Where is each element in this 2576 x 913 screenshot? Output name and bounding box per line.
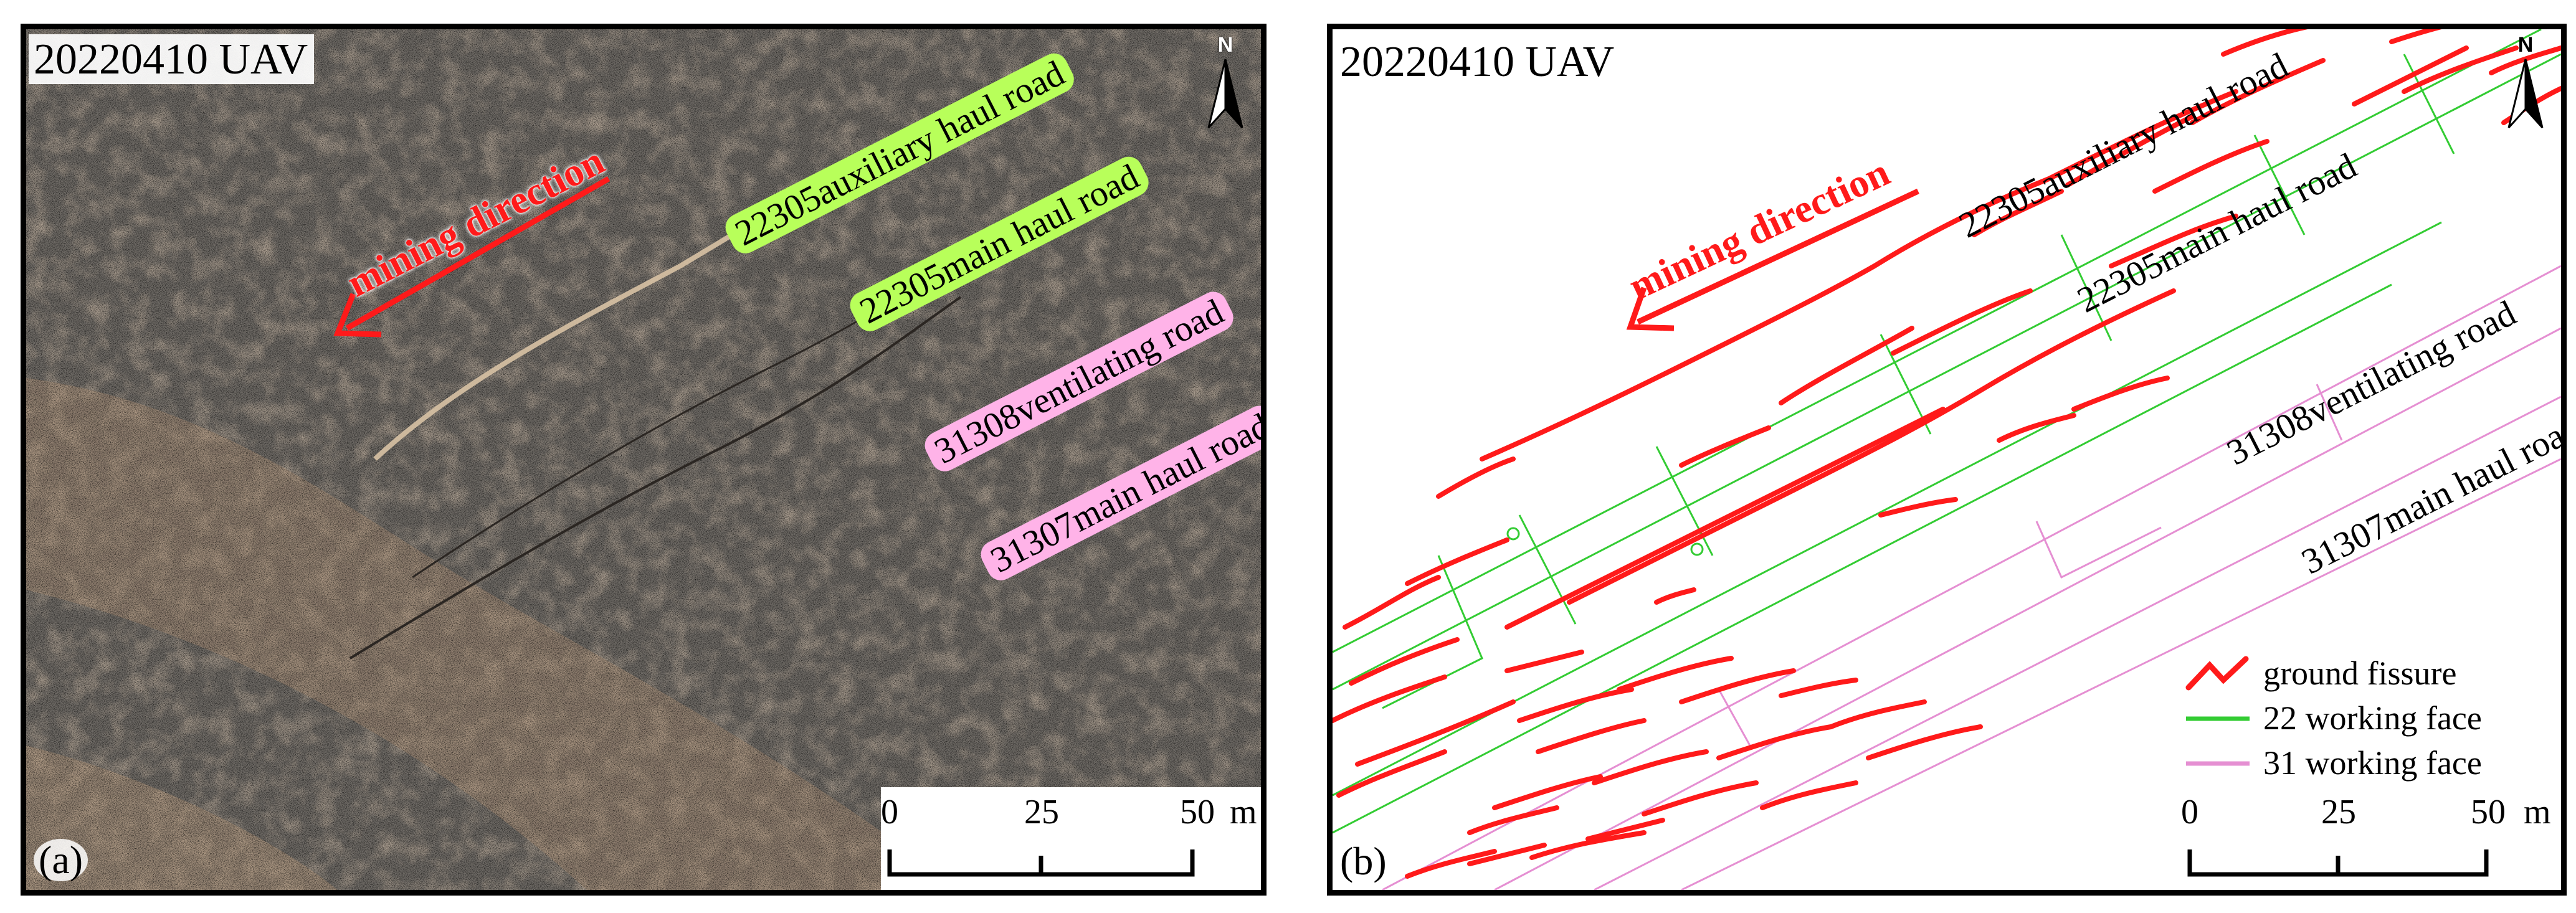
green-line-icon [2186,716,2250,721]
north-arrow-shape [1207,59,1243,129]
mining-direction-arrow [333,176,611,338]
north-label: N [2517,33,2534,57]
panel-letter: (a) [34,839,88,881]
scale-bar-icon: 0 25 50 m [2181,787,2561,890]
pink-line-icon [2186,761,2250,766]
legend: ground fissure 22 working face 31 workin… [2165,655,2551,790]
mining-direction-arrow [1626,188,1919,331]
scale-tick-0: 0 [881,793,898,831]
legend-item-22-working-face: 22 working face [2165,700,2551,745]
scale-unit: m [1230,793,1257,831]
panel-b-fissure-map: 20220410 UAV N mining direction 22305aux… [1327,24,2567,896]
legend-label: ground fissure [2263,655,2457,692]
north-label: N [1217,33,1233,57]
scale-unit: m [2524,793,2551,831]
date-label: 20220410 UAV [29,34,315,84]
scale-tick-25: 25 [2321,793,2356,831]
scale-bar-icon: 0 25 50 m [881,787,1261,890]
legend-item-ground-fissure: ground fissure [2165,655,2551,700]
legend-item-31-working-face: 31 working face [2165,745,2551,790]
working-face-22-outlines [1333,29,2561,834]
ground-fissures [1333,29,2561,879]
panel-letter: (b) [1340,839,1387,883]
legend-label: 31 working face [2263,744,2482,782]
north-arrow-icon: N [2498,34,2554,134]
scale-tick-0: 0 [2181,793,2198,831]
working-face-31-outlines [1382,265,2561,890]
scale-tick-25: 25 [1024,793,1059,831]
scale-tick-50: 50 [1180,793,1215,831]
date-label: 20220410 UAV [1340,38,1615,86]
scale-bar-line [2187,849,2489,877]
scale-bar-line [887,849,1195,877]
fissure-symbol-icon [2185,656,2249,691]
fissure-map-drawing [1333,29,2561,890]
north-arrow-icon: N [1197,34,1253,134]
panel-a-uav-image: 20220410 UAV N mining direction 22305aux… [21,24,1267,896]
scale-tick-50: 50 [2471,793,2506,831]
north-arrow-shape [2507,59,2544,129]
aerial-photo [26,29,1261,890]
legend-label: 22 working face [2263,699,2482,737]
